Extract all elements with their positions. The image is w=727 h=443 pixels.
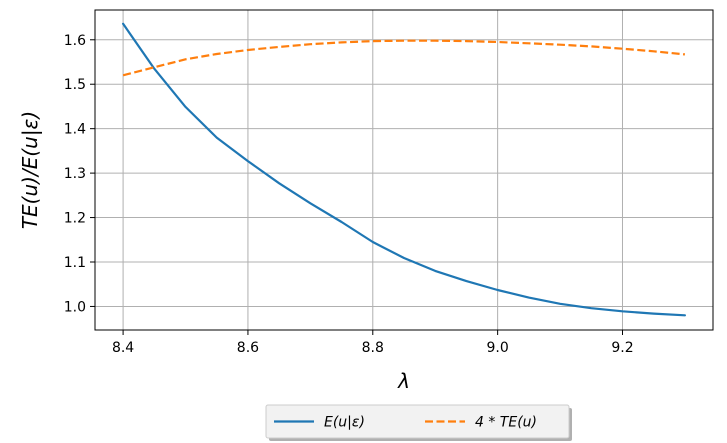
ticks: 8.4 8.6 8.8 9.0 9.2 1.0 1.1 1.2 1.3 1.4 1.5 1.6	[64, 33, 634, 356]
series-line-1	[121, 22, 687, 317]
legend-box	[265, 404, 570, 439]
plot-frame	[94, 9, 714, 331]
y-tick-label: 1.0	[64, 299, 86, 315]
y-tick-label: 1.1	[64, 255, 86, 271]
legend: E(u|ε) 4 * TE(u)	[265, 404, 572, 441]
x-tick-label: 9.2	[611, 340, 633, 356]
x-tick-label: 9.0	[487, 340, 509, 356]
x-axis-title: λ	[397, 369, 410, 393]
y-tick-label: 1.6	[64, 33, 86, 49]
grid	[95, 10, 713, 330]
y-tick-label: 1.2	[64, 211, 86, 227]
y-tick-label: 1.5	[64, 77, 86, 93]
legend-label-1: E(u|ε)	[324, 415, 365, 431]
x-tick-label: 8.4	[112, 340, 134, 356]
series-layer	[121, 22, 687, 317]
y-tick-label: 1.4	[64, 122, 86, 138]
y-axis-title: TE(u)/E(u|ε)	[18, 111, 42, 229]
x-tick-label: 8.6	[237, 340, 259, 356]
y-tick-label: 1.3	[64, 166, 86, 182]
legend-label-2: 4 * TE(u)	[475, 415, 537, 431]
x-tick-label: 8.8	[362, 340, 384, 356]
series-line-2	[122, 39, 686, 77]
